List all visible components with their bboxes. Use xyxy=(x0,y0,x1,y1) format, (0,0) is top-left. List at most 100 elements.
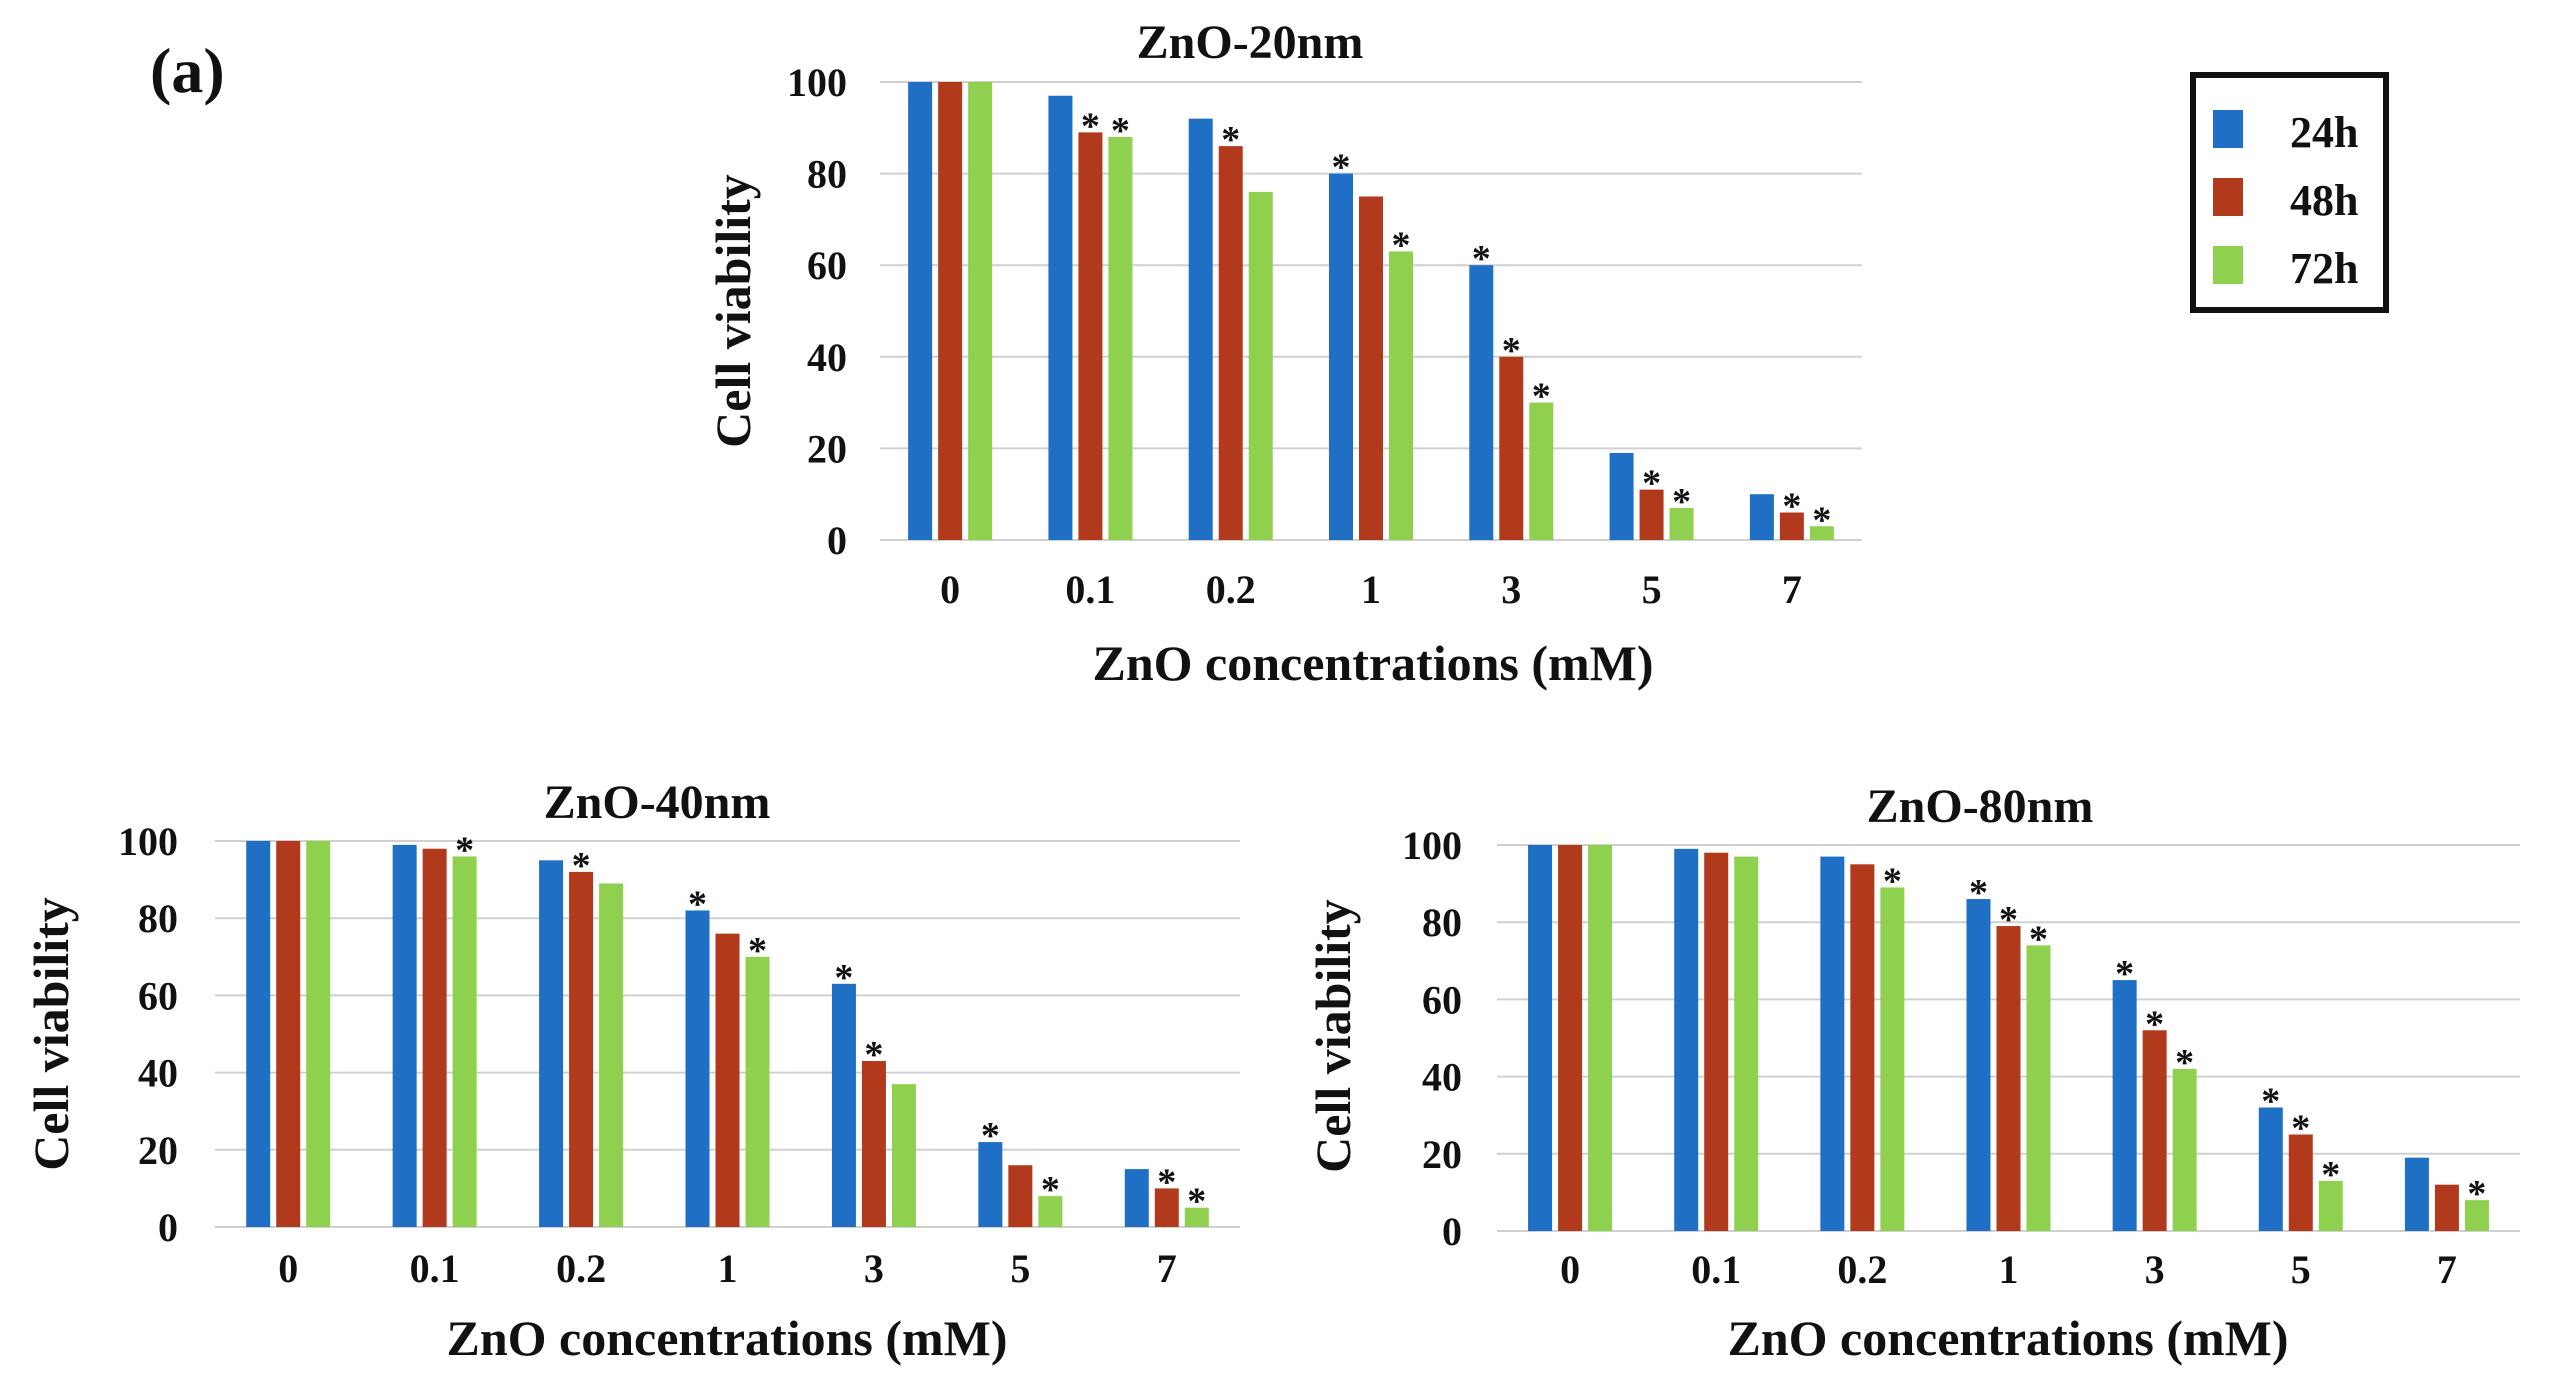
x-tick-label: 5 xyxy=(1642,567,1662,612)
x-tick-label: 0 xyxy=(278,1246,298,1291)
x-tick-label: 3 xyxy=(2145,1247,2165,1292)
bar-48h-0 xyxy=(276,841,301,1227)
x-tick-label: 7 xyxy=(2437,1247,2457,1292)
significance-marker: * xyxy=(1111,110,1130,152)
y-tick-label: 20 xyxy=(138,1128,178,1173)
significance-marker: * xyxy=(455,829,474,871)
bar-72h-0.1 xyxy=(1734,856,1759,1231)
bar-24h-0 xyxy=(246,841,271,1227)
bar-48h-7 xyxy=(1154,1188,1179,1227)
bar-24h-0.1 xyxy=(1048,95,1073,541)
x-tick-label: 0 xyxy=(940,567,960,612)
bar-72h-3 xyxy=(1529,402,1554,540)
bar-48h-1 xyxy=(1996,926,2021,1231)
bar-48h-5 xyxy=(1008,1165,1033,1227)
bar-24h-0 xyxy=(1528,845,1553,1231)
significance-marker: * xyxy=(2115,953,2134,995)
x-axis-title: ZnO concentrations (mM) xyxy=(1727,1310,2288,1366)
bar-72h-0.2 xyxy=(599,883,624,1227)
bar-48h-0 xyxy=(938,82,963,540)
bar-72h-7 xyxy=(2464,1200,2489,1231)
bar-72h-0.2 xyxy=(1880,887,1905,1231)
significance-marker: * xyxy=(2261,1080,2280,1122)
y-tick-label: 60 xyxy=(807,243,847,288)
x-tick-label: 5 xyxy=(2291,1247,2311,1292)
bar-24h-1 xyxy=(685,910,710,1227)
x-tick-label: 1 xyxy=(718,1246,738,1291)
y-axis-title: Cell viability xyxy=(705,174,761,448)
significance-marker: * xyxy=(748,930,767,972)
significance-marker: * xyxy=(1041,1169,1060,1211)
y-tick-label: 80 xyxy=(138,896,178,941)
legend-label-24h: 24h xyxy=(2290,108,2358,157)
x-axis-title: ZnO concentrations (mM) xyxy=(446,1310,1007,1366)
significance-marker: * xyxy=(2321,1154,2340,1196)
bar-48h-0.2 xyxy=(1850,864,1875,1231)
legend-swatch-48h xyxy=(2213,178,2243,216)
significance-marker: * xyxy=(864,1034,883,1076)
y-tick-label: 100 xyxy=(1402,823,1462,868)
y-tick-label: 20 xyxy=(807,426,847,471)
bar-48h-3 xyxy=(2142,1030,2167,1231)
significance-marker: * xyxy=(1157,1161,1176,1203)
bar-24h-0.2 xyxy=(539,860,564,1227)
y-tick-label: 0 xyxy=(827,518,847,563)
bar-24h-3 xyxy=(1469,265,1494,540)
bar-72h-5 xyxy=(2318,1180,2343,1231)
chart-title: ZnO-40nm xyxy=(544,776,771,829)
bar-72h-7 xyxy=(1809,526,1834,540)
bar-48h-0 xyxy=(1558,845,1583,1231)
bar-24h-5 xyxy=(1609,452,1634,540)
legend-label-48h: 48h xyxy=(2290,176,2358,225)
significance-marker: * xyxy=(2467,1173,2486,1215)
bar-72h-0.1 xyxy=(1108,136,1133,540)
bar-24h-1 xyxy=(1966,899,1991,1231)
significance-marker: * xyxy=(1999,899,2018,941)
y-tick-label: 60 xyxy=(1422,977,1462,1022)
x-tick-label: 0 xyxy=(1560,1247,1580,1292)
bar-48h-1 xyxy=(715,933,740,1227)
significance-marker: * xyxy=(2291,1108,2310,1150)
bar-24h-0.1 xyxy=(392,844,417,1227)
y-tick-label: 0 xyxy=(158,1205,178,1250)
bar-72h-0.1 xyxy=(452,856,477,1227)
bar-24h-1 xyxy=(1329,173,1353,540)
significance-marker: * xyxy=(1187,1181,1206,1223)
bar-48h-0.1 xyxy=(1078,132,1103,540)
bar-48h-7 xyxy=(2434,1184,2459,1231)
bar-72h-5 xyxy=(1038,1196,1063,1227)
x-tick-label: 3 xyxy=(1501,567,1521,612)
bar-72h-0 xyxy=(968,82,993,540)
x-tick-label: 0.2 xyxy=(556,1246,606,1291)
legend-label-72h: 72h xyxy=(2290,244,2358,293)
y-tick-label: 0 xyxy=(1442,1209,1462,1254)
significance-marker: * xyxy=(2175,1042,2194,1084)
x-tick-label: 7 xyxy=(1157,1246,1177,1291)
significance-marker: * xyxy=(1812,499,1831,541)
y-tick-label: 80 xyxy=(1422,900,1462,945)
legend-swatch-72h xyxy=(2213,246,2243,284)
x-tick-label: 0.1 xyxy=(410,1246,460,1291)
significance-marker: * xyxy=(1642,463,1661,505)
bar-48h-1 xyxy=(1359,196,1383,540)
y-tick-label: 40 xyxy=(807,335,847,380)
significance-marker: * xyxy=(1969,872,1988,914)
y-axis-title: Cell viability xyxy=(23,897,79,1171)
bar-24h-5 xyxy=(2258,1107,2283,1231)
y-tick-label: 100 xyxy=(118,819,178,864)
x-tick-label: 1 xyxy=(1999,1247,2019,1292)
bar-48h-0.1 xyxy=(1704,852,1729,1231)
significance-marker: * xyxy=(2029,918,2048,960)
bar-24h-0.1 xyxy=(1674,848,1699,1231)
significance-marker: * xyxy=(1081,105,1100,147)
y-tick-label: 40 xyxy=(138,1051,178,1096)
x-tick-label: 7 xyxy=(1782,567,1802,612)
bar-48h-0.2 xyxy=(569,871,594,1227)
bar-24h-3 xyxy=(831,983,856,1227)
bar-48h-3 xyxy=(1499,356,1524,540)
bar-48h-7 xyxy=(1779,512,1804,540)
bar-72h-1 xyxy=(745,956,770,1227)
